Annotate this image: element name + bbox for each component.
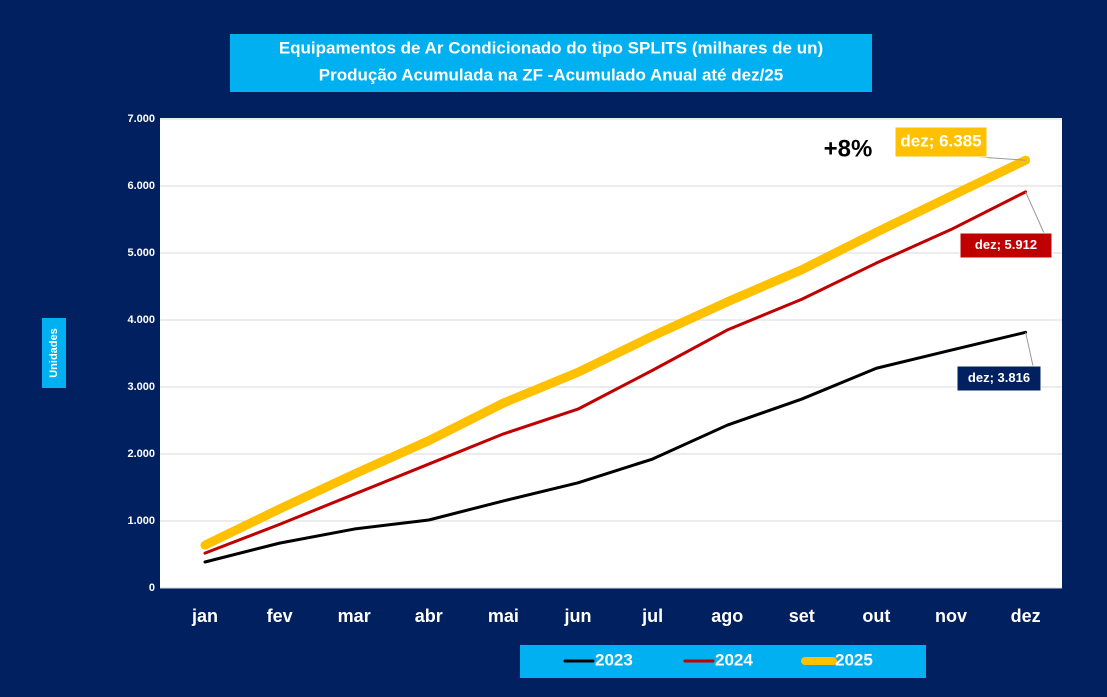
x-tick-label: jan [191, 606, 218, 626]
x-tick-label: fev [267, 606, 293, 626]
y-tick-label: 1.000 [127, 515, 155, 527]
leader-line [1025, 191, 1045, 234]
chart-subtitle: Produção Acumulada na ZF -Acumulado Anua… [319, 65, 783, 84]
x-tick-label: set [789, 606, 815, 626]
legend-label: 2023 [595, 650, 633, 669]
x-tick-label: ago [711, 606, 743, 626]
data-label: dez; 6.385 [900, 131, 981, 150]
y-tick-label: 5.000 [127, 247, 155, 259]
data-label: dez; 3.816 [968, 370, 1030, 385]
data-label: dez; 5.912 [975, 237, 1037, 252]
series-line [200, 155, 1031, 550]
series-line [203, 190, 1028, 555]
title-box [230, 34, 872, 92]
annotation: +8% [824, 135, 873, 162]
y-label-box [42, 318, 66, 388]
series-line [203, 330, 1028, 564]
x-tick-label: mar [338, 606, 371, 626]
x-tick-label: jun [564, 606, 592, 626]
y-tick-label: 7.000 [127, 113, 155, 125]
y-tick-label: 4.000 [127, 314, 155, 326]
x-tick-label: out [862, 606, 890, 626]
y-tick-label: 2.000 [127, 448, 155, 460]
x-tick-label: nov [935, 606, 967, 626]
chart-title: Equipamentos de Ar Condicionado do tipo … [279, 38, 823, 57]
data-label-box [959, 232, 1053, 259]
y-tick-label: 3.000 [127, 381, 155, 393]
x-tick-label: abr [415, 606, 443, 626]
y-axis-label: Unidades [48, 328, 60, 378]
legend-label: 2024 [715, 650, 753, 669]
data-label-box [956, 365, 1042, 392]
legend-label: 2025 [835, 650, 873, 669]
data-label-box [894, 126, 988, 158]
x-tick-label: dez [1011, 606, 1041, 626]
y-tick-label: 6.000 [127, 180, 155, 192]
y-tick-label: 0 [149, 582, 155, 594]
leader-line [1025, 332, 1034, 367]
leader-line [978, 156, 1026, 161]
x-tick-label: jul [641, 606, 663, 626]
x-tick-label: mai [488, 606, 519, 626]
